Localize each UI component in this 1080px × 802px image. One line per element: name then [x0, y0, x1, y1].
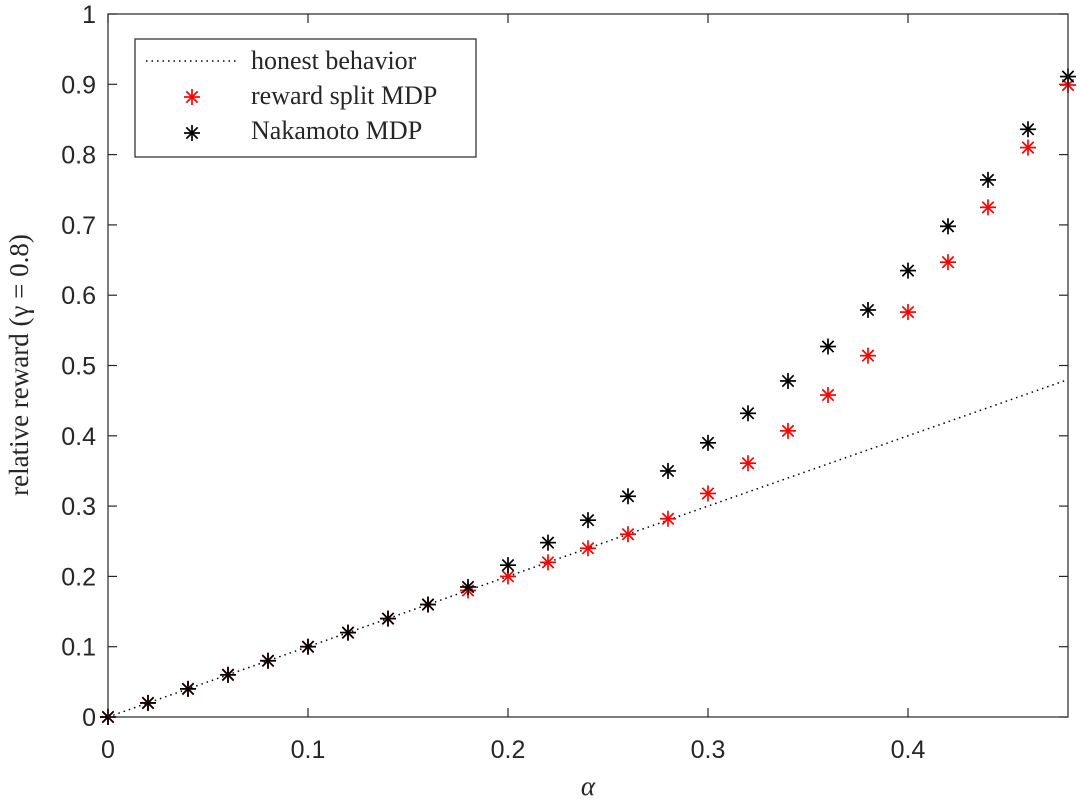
y-tick-label: 0.3 [61, 493, 96, 521]
reward-split-point [900, 304, 916, 321]
plot-frame [107, 13, 1069, 718]
reward-split-point [860, 347, 876, 364]
y-tick-label: 0.2 [61, 563, 96, 591]
nakamoto-point [820, 338, 836, 355]
nakamoto-point [540, 534, 556, 551]
honest-behavior-series [107, 378, 1069, 718]
reward-split-point [700, 485, 716, 502]
reward-split-point [740, 455, 756, 472]
legend-nakamoto-asterisk [184, 125, 200, 141]
nakamoto-point [620, 488, 636, 505]
nakamoto-point [500, 557, 516, 574]
nakamoto-point [300, 638, 316, 655]
nakamoto-point [980, 171, 996, 188]
y-tick-label: 0 [82, 704, 96, 732]
nakamoto-point [140, 694, 156, 711]
nakamoto-point [1020, 121, 1036, 138]
reward-split-point [580, 540, 596, 557]
reward-split-point [980, 199, 996, 216]
nakamoto-point [340, 624, 356, 641]
y-tick-label: 0.7 [61, 212, 96, 240]
nakamoto-point [660, 462, 676, 479]
legend-label-reward-split: reward split MDP [251, 81, 437, 110]
x-tick-label: 0.2 [491, 736, 526, 764]
x-tick-label: 0 [101, 736, 115, 764]
reward-split-point [540, 554, 556, 571]
nakamoto-point [420, 596, 436, 613]
y-tick-label: 0.1 [61, 634, 96, 662]
nakamoto-point [700, 434, 716, 451]
y-tick-label: 0.9 [61, 71, 96, 99]
reward-split-point [660, 510, 676, 527]
legend-label-nakamoto: Nakamoto MDP [251, 116, 422, 145]
x-axis-label: α [581, 771, 596, 801]
nakamoto-point [260, 652, 276, 669]
legend-reward-split-marker [184, 89, 200, 105]
nakamoto-mdp-series [100, 68, 1076, 725]
reward-split-point [500, 568, 516, 585]
reward-split-point [940, 254, 956, 271]
reward-split-point [780, 422, 796, 439]
nakamoto-point [180, 680, 196, 697]
tick-labels: 0 0.1 0.2 0.3 0.4 0 0.1 0.2 0.3 0.4 0.5 0.6 0.7 0.8 0.… [61, 1, 925, 764]
x-tick-label: 0.3 [691, 736, 726, 764]
x-tick-label: 0.1 [291, 736, 326, 764]
legend-nakamoto-marker [184, 125, 200, 141]
reward-split-mdp-series [100, 77, 1076, 725]
y-tick-label: 0.5 [61, 353, 96, 381]
nakamoto-point [460, 578, 476, 595]
y-tick-label: 1 [82, 1, 96, 29]
nakamoto-point [380, 610, 396, 627]
reward-split-point [1020, 139, 1036, 156]
nakamoto-point [740, 405, 756, 422]
nakamoto-point [780, 372, 796, 389]
reward-split-point [620, 526, 636, 543]
y-tick-label: 0.4 [61, 423, 96, 451]
legend-reward-split-asterisk [184, 89, 200, 105]
legend-label-honest: honest behavior [251, 46, 417, 75]
reward-split-point [820, 387, 836, 404]
nakamoto-point [940, 218, 956, 235]
y-tick-label: 0.8 [61, 142, 96, 170]
legend: honest behavior reward split MDP Nakamot… [134, 38, 477, 158]
nakamoto-point [220, 666, 236, 683]
nakamoto-point [900, 262, 916, 279]
x-tick-label: 0.4 [891, 736, 926, 764]
y-tick-label: 0.6 [61, 282, 96, 310]
nakamoto-point [580, 512, 596, 529]
nakamoto-point [860, 301, 876, 318]
honest-behavior-line [107, 378, 1069, 718]
y-axis-label: relative reward (γ = 0.8) [4, 234, 34, 496]
